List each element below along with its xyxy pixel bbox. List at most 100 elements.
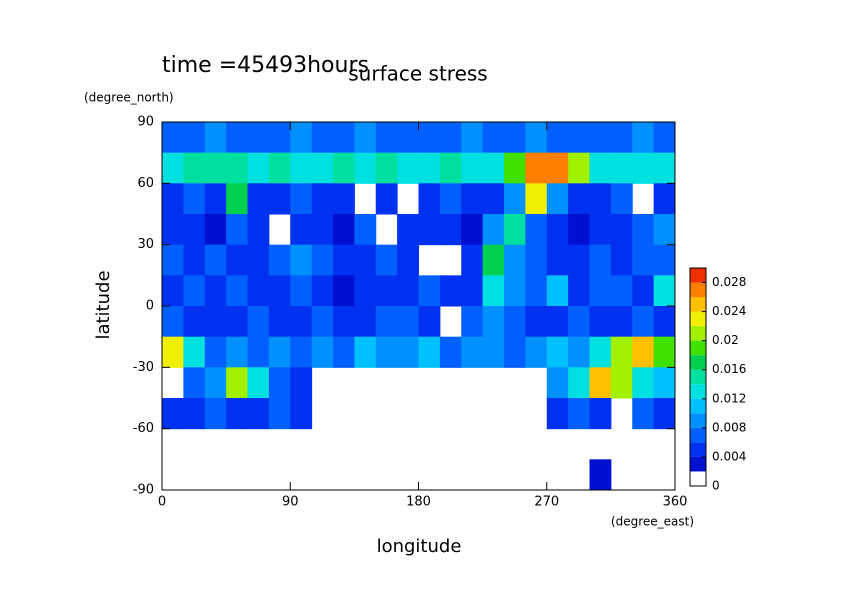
heat-cell [653, 152, 676, 184]
heat-cell [504, 214, 526, 246]
heat-cell [610, 183, 633, 215]
colorbar-swatch [690, 369, 706, 385]
heat-cell [504, 183, 526, 215]
heat-cell [568, 275, 590, 307]
heat-cell [183, 306, 206, 338]
heat-cell [354, 214, 377, 246]
heat-cell [333, 336, 355, 368]
heat-cell [397, 122, 419, 154]
heat-cell [525, 275, 548, 307]
heat-cell [482, 244, 505, 276]
heat-cell [418, 183, 441, 215]
heat-cell [461, 183, 484, 215]
heat-cell [226, 398, 248, 430]
y-tick-label: 0 [146, 299, 154, 314]
heat-cell [504, 152, 526, 184]
colorbar-swatch [690, 297, 706, 312]
heat-cell [504, 122, 526, 154]
heat-cell [418, 214, 441, 246]
heat-cell [268, 122, 291, 154]
heat-cell [290, 367, 313, 399]
heat-cell [311, 275, 334, 307]
x-tick-label: 270 [534, 495, 559, 510]
heat-cell [632, 306, 655, 338]
heat-cell [546, 244, 569, 276]
heat-cell [418, 306, 441, 338]
heat-cell [204, 214, 227, 246]
heat-cell [183, 244, 206, 276]
heat-cell [204, 367, 227, 399]
heat-cell [226, 336, 248, 368]
heat-cell [333, 152, 355, 184]
heat-cell [482, 152, 505, 184]
x-tick-label: 360 [663, 495, 688, 510]
heat-cell [589, 183, 612, 215]
heat-cell [183, 214, 206, 246]
heat-cell [568, 214, 590, 246]
heat-cell [204, 275, 227, 307]
heat-cell [333, 275, 355, 307]
heat-cell [525, 336, 548, 368]
heat-cell [525, 214, 548, 246]
y-tick-label: -30 [133, 360, 154, 375]
heat-cell [162, 398, 184, 430]
heat-cell [461, 214, 484, 246]
heat-cell [247, 398, 270, 430]
heat-cell [439, 122, 462, 154]
heat-cell [439, 336, 462, 368]
heat-cell [290, 244, 313, 276]
heat-cell [418, 152, 441, 184]
heat-cell [589, 214, 612, 246]
heat-cell [333, 214, 355, 246]
heat-cell [333, 183, 355, 215]
heat-cell [546, 367, 569, 399]
heat-cell [546, 306, 569, 338]
heat-cell [589, 367, 612, 399]
heat-cell [610, 306, 633, 338]
heat-cell [290, 336, 313, 368]
heat-cell [525, 122, 548, 154]
heat-cell [461, 336, 484, 368]
heat-cell [610, 336, 633, 368]
heat-cell [632, 152, 655, 184]
heat-cell [632, 244, 655, 276]
heat-cell [204, 336, 227, 368]
heat-cell [162, 306, 184, 338]
heat-cell [247, 275, 270, 307]
heat-cell [226, 244, 248, 276]
y-tick-label: 60 [137, 176, 154, 191]
heat-cell [226, 152, 248, 184]
heat-cell [333, 244, 355, 276]
colorbar-swatch [690, 355, 706, 370]
heat-cell [610, 152, 633, 184]
heat-cell [482, 183, 505, 215]
heat-cell [546, 336, 569, 368]
heat-cell [482, 275, 505, 307]
heat-cell [653, 214, 676, 246]
heat-cell [333, 306, 355, 338]
heat-cell [183, 152, 206, 184]
heat-cell [653, 275, 676, 307]
y-unit: (degree_north) [84, 91, 174, 105]
heat-cell [290, 183, 313, 215]
heat-cell [610, 122, 633, 154]
heat-cell [162, 275, 184, 307]
colorbar-swatch [690, 268, 706, 283]
heat-cell [568, 122, 590, 154]
heat-cell [632, 122, 655, 154]
heat-cell [183, 275, 206, 307]
colorbar-swatch [690, 398, 706, 414]
colorbar-tick-label: 0 [712, 479, 720, 493]
heat-cell [204, 306, 227, 338]
heat-cell [632, 398, 655, 430]
heat-cell [397, 214, 419, 246]
heat-cell [568, 306, 590, 338]
heat-cell [546, 275, 569, 307]
heat-cell [397, 244, 419, 276]
heat-cell [375, 244, 398, 276]
heat-cell [268, 244, 291, 276]
heat-cell [226, 122, 248, 154]
heat-cell [226, 275, 248, 307]
heat-cell [589, 275, 612, 307]
heat-cell [226, 214, 248, 246]
